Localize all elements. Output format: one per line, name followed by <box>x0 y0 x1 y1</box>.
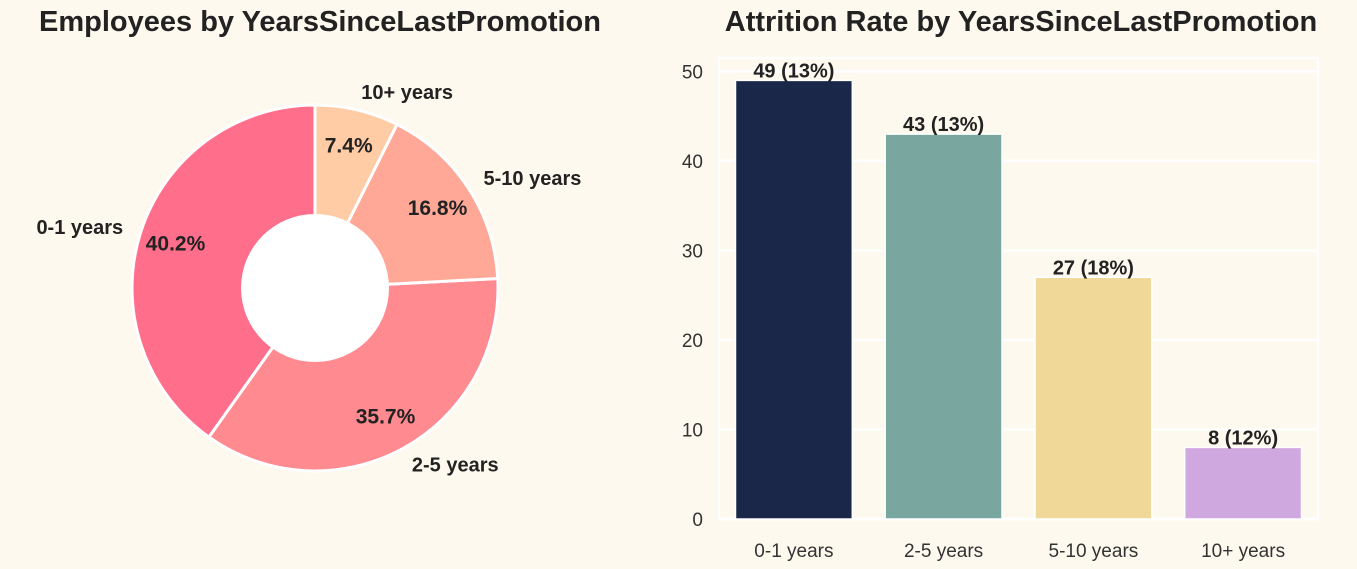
y-axis-ticks: 0 10 20 30 40 50 <box>682 62 703 531</box>
bar-value-label: 43 (13%) <box>903 114 984 136</box>
pie-chart-title: Employees by YearsSinceLastPromotion <box>39 6 601 38</box>
bar-value-label: 27 (18%) <box>1053 257 1134 279</box>
pie-category-label: 10+ years <box>361 82 453 104</box>
pie-percent-label: 16.8% <box>408 197 468 220</box>
y-tick-label: 10 <box>682 421 703 442</box>
donut-hole <box>241 214 389 362</box>
pie-category-label: 2-5 years <box>412 454 499 476</box>
bar-chart-title: Attrition Rate by YearsSinceLastPromotio… <box>725 6 1318 38</box>
bar-value-labels: 49 (13%) 43 (13%) 27 (18%) 8 (12%) <box>753 60 1278 449</box>
bar-0-1-years <box>734 79 854 520</box>
pie-labels: 40.2% 0-1 years 35.7% 2-5 years 16.8% 5-10 ye… <box>36 82 581 476</box>
y-tick-label: 50 <box>682 62 703 83</box>
x-tick-label: 2-5 years <box>904 541 983 562</box>
bar-value-label: 49 (13%) <box>753 60 834 82</box>
bar-2-5-years <box>884 133 1003 520</box>
x-axis-ticks: 0-1 years 2-5 years 5-10 years 10+ years <box>754 541 1285 562</box>
pie-category-label: 5-10 years <box>484 168 582 190</box>
pie-percent-label: 7.4% <box>325 135 373 158</box>
pie-slice-2-5-years <box>207 277 500 473</box>
pie-category-label: 0-1 years <box>36 217 123 239</box>
y-tick-label: 30 <box>682 242 703 263</box>
pie-chart-panel: Employees by YearsSinceLastPromotion 40.… <box>36 6 601 476</box>
bar-chart-panel: Attrition Rate by YearsSinceLastPromotio… <box>682 6 1320 562</box>
x-tick-label: 0-1 years <box>754 541 833 562</box>
bar-5-10-years <box>1034 276 1153 520</box>
pie-slice-0-1-years <box>130 103 317 439</box>
y-tick-label: 20 <box>682 331 703 352</box>
x-tick-label: 5-10 years <box>1049 541 1139 562</box>
pie-percent-label: 35.7% <box>356 405 416 428</box>
x-tick-label: 10+ years <box>1201 541 1285 562</box>
bar-10plus-years <box>1183 446 1303 520</box>
bar-value-label: 8 (12%) <box>1208 427 1278 449</box>
bars <box>734 79 1303 520</box>
y-tick-label: 0 <box>692 510 703 531</box>
pie-percent-label: 40.2% <box>146 233 206 256</box>
y-tick-label: 40 <box>682 152 703 173</box>
